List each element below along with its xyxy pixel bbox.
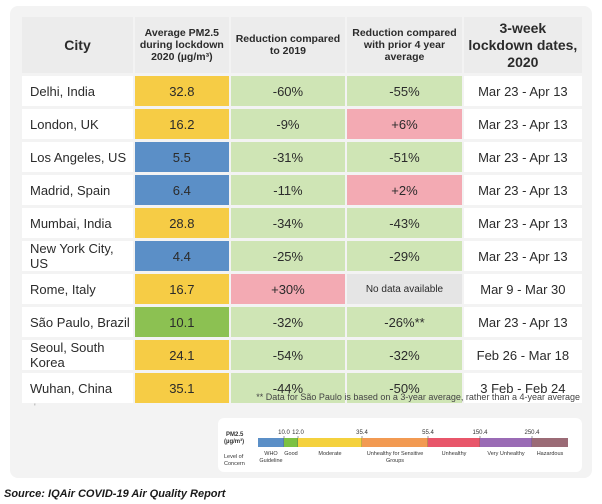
table-row: Wuhan, China 35.1 -44% -50% 3 Feb - Feb 24: [22, 373, 582, 403]
legend-breakpoint: 12.0: [292, 430, 304, 436]
lockdown-dates-cell: Mar 23 - Apr 13: [463, 241, 582, 271]
reduction-2019-cell: -9%: [230, 109, 346, 139]
pm25-cell: 35.1: [135, 373, 229, 403]
small-tick-mark: ': [34, 402, 36, 412]
lockdown-dates-cell: Mar 23 - Apr 13: [463, 208, 582, 238]
city-cell: Rome, Italy: [22, 274, 134, 304]
legend-category-label: Guideline: [259, 458, 282, 464]
city-cell: New York City, US: [22, 241, 134, 271]
lockdown-dates-cell: Mar 23 - Apr 13: [463, 175, 582, 205]
lockdown-dates-cell: Mar 9 - Mar 30: [463, 274, 582, 304]
reduction-4yr-cell: -43%: [347, 208, 462, 238]
pm25-cell: 10.1: [135, 307, 229, 337]
table-row: Madrid, Spain 6.4 -11% +2% Mar 23 - Apr 13: [22, 175, 582, 205]
reduction-4yr-cell: -51%: [347, 142, 462, 172]
header-row: City Average PM2.5 during lockdown 2020 …: [22, 17, 582, 73]
header-reduction-2019: Reduction compared to 2019: [230, 17, 346, 73]
city-cell: Wuhan, China: [22, 373, 134, 403]
legend-breakpoint: 250.4: [524, 430, 540, 436]
legend-segment: [480, 438, 532, 447]
table-row: New York City, US 4.4 -25% -29% Mar 23 - Apr…: [22, 241, 582, 271]
city-cell: Delhi, India: [22, 76, 134, 106]
reduction-2019-cell: -11%: [230, 175, 346, 205]
header-city: City: [22, 17, 134, 73]
legend-segment: [284, 438, 298, 447]
pm25-cell: 32.8: [135, 76, 229, 106]
reduction-2019-cell: -32%: [230, 307, 346, 337]
reduction-2019-cell: +30%: [230, 274, 346, 304]
legend-breakpoint: 150.4: [472, 430, 488, 436]
table-row: São Paulo, Brazil 10.1 -32% -26%** Mar 23 - …: [22, 307, 582, 337]
table-row: Seoul, South Korea 24.1 -54% -32% Feb 26 - M…: [22, 340, 582, 370]
legend-category-label: Groups: [386, 458, 404, 464]
legend-category-label: Unhealthy: [442, 451, 467, 457]
table-row: Mumbai, India 28.8 -34% -43% Mar 23 - Apr 13: [22, 208, 582, 238]
reduction-4yr-cell: -50%: [347, 373, 462, 403]
legend-breakpoint: 35.4: [356, 430, 368, 436]
reduction-4yr-cell: +2%: [347, 175, 462, 205]
pm25-cell: 4.4: [135, 241, 229, 271]
lockdown-dates-cell: Mar 23 - Apr 13: [463, 142, 582, 172]
legend-breakpoint: 55.4: [422, 430, 434, 436]
lockdown-dates-cell: Mar 23 - Apr 13: [463, 76, 582, 106]
header-reduction-4yr: Reduction compared with prior 4 year ave…: [347, 17, 462, 73]
legend-concern-label: Level of: [224, 454, 244, 460]
legend-category-label: Hazardous: [537, 451, 564, 457]
legend-segment: [532, 438, 568, 447]
city-cell: Seoul, South Korea: [22, 340, 134, 370]
city-cell: São Paulo, Brazil: [22, 307, 134, 337]
reduction-4yr-cell: -55%: [347, 76, 462, 106]
reduction-2019-cell: -54%: [230, 340, 346, 370]
lockdown-dates-cell: Mar 23 - Apr 13: [463, 109, 582, 139]
legend-segment: [298, 438, 362, 447]
legend-segment: [362, 438, 428, 447]
lockdown-dates-cell: 3 Feb - Feb 24: [463, 373, 582, 403]
reduction-4yr-cell: -32%: [347, 340, 462, 370]
table-row: Los Angeles, US 5.5 -31% -51% Mar 23 - Apr 1…: [22, 142, 582, 172]
legend-unit: (µg/m³): [224, 438, 244, 445]
footnote: ** Data for São Paulo is based on a 3-ye…: [256, 392, 580, 402]
legend-segment: [258, 438, 284, 447]
legend-category-label: Moderate: [318, 451, 341, 457]
reduction-2019-cell: -44%: [230, 373, 346, 403]
header-pm25: Average PM2.5 during lockdown 2020 (µg/m…: [135, 17, 229, 73]
table-row: Delhi, India 32.8 -60% -55% Mar 23 - Apr 13: [22, 76, 582, 106]
header-lockdown-dates: 3-week lockdown dates, 2020: [463, 17, 582, 73]
reduction-4yr-cell: -29%: [347, 241, 462, 271]
city-cell: London, UK: [22, 109, 134, 139]
legend-category-label: WHO: [264, 451, 278, 457]
air-quality-table: City Average PM2.5 during lockdown 2020 …: [20, 14, 584, 406]
legend-breakpoint: 10.0: [278, 430, 290, 436]
pm25-legend: PM2.5 (µg/m³) Level of Concern 10.0 12.0 35.4 5…: [218, 418, 582, 472]
pm25-cell: 5.5: [135, 142, 229, 172]
reduction-4yr-cell: -26%**: [347, 307, 462, 337]
table-row: Rome, Italy 16.7 +30% No data available Mar …: [22, 274, 582, 304]
reduction-2019-cell: -60%: [230, 76, 346, 106]
lockdown-dates-cell: Feb 26 - Mar 18: [463, 340, 582, 370]
legend-title: PM2.5: [226, 432, 244, 438]
city-cell: Mumbai, India: [22, 208, 134, 238]
legend-category-label: Unhealthy for Sensitive: [367, 451, 424, 457]
city-cell: Madrid, Spain: [22, 175, 134, 205]
reduction-4yr-cell: +6%: [347, 109, 462, 139]
pm25-cell: 6.4: [135, 175, 229, 205]
lockdown-dates-cell: Mar 23 - Apr 13: [463, 307, 582, 337]
pm25-cell: 28.8: [135, 208, 229, 238]
legend-segment: [428, 438, 480, 447]
reduction-2019-cell: -34%: [230, 208, 346, 238]
pm25-cell: 24.1: [135, 340, 229, 370]
legend-concern-label: Concern: [224, 461, 245, 467]
legend-category-label: Very Unhealthy: [487, 451, 525, 457]
pm25-cell: 16.2: [135, 109, 229, 139]
table-row: London, UK 16.2 -9% +6% Mar 23 - Apr 13: [22, 109, 582, 139]
reduction-2019-cell: -25%: [230, 241, 346, 271]
pm25-cell: 16.7: [135, 274, 229, 304]
legend-category-label: Good: [284, 451, 297, 457]
city-cell: Los Angeles, US: [22, 142, 134, 172]
reduction-4yr-cell: No data available: [347, 274, 462, 304]
reduction-2019-cell: -31%: [230, 142, 346, 172]
source-caption: Source: IQAir COVID-19 Air Quality Repor…: [4, 488, 226, 500]
